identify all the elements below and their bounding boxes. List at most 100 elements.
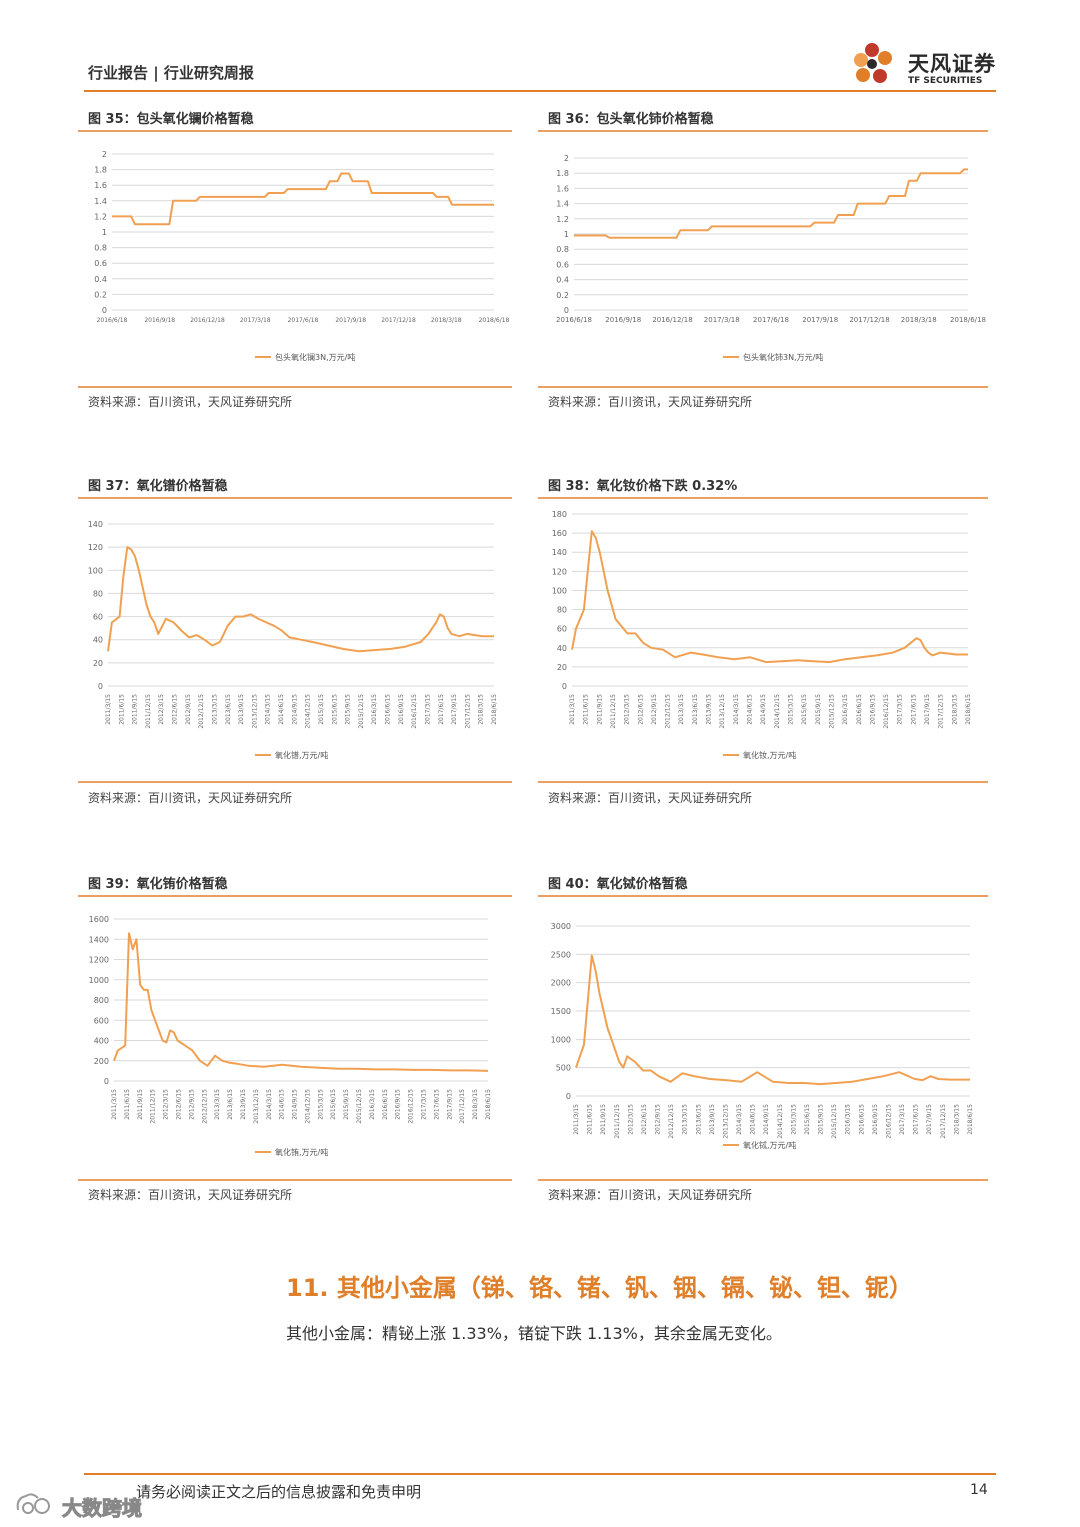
y-tick-label: 1 [102,228,107,237]
figure-35-top-rule [78,130,512,132]
x-tick-label: 2012/9/15 [185,694,192,725]
x-tick-label: 2018/6/18 [479,317,510,324]
y-tick-label: 20 [93,659,103,668]
legend-label: 氧化铽,万元/吨 [743,1140,796,1150]
x-tick-label: 2015/6/15 [804,1104,811,1135]
y-tick-label: 2500 [551,950,571,959]
figure-36-top-rule [538,130,988,132]
x-tick-label: 2014/3/15 [266,1089,273,1120]
legend-label: 氧化钕,万元/吨 [743,750,796,760]
legend-label: 包头氧化镧3N,万元/吨 [275,352,355,362]
x-tick-label: 2012/6/15 [637,694,644,725]
x-tick-label: 2015/3/15 [787,694,794,725]
series-line [575,954,970,1086]
x-tick-label: 2013/6/15 [695,1104,702,1135]
y-tick-label: 0.2 [94,290,107,299]
y-tick-label: 200 [94,1057,109,1066]
y-tick-label: 1.8 [94,166,107,175]
x-tick-label: 2013/12/15 [722,1104,729,1139]
x-tick-label: 2017/6/15 [438,694,445,725]
y-tick-label: 0 [98,682,103,691]
x-tick-label: 2011/12/15 [145,694,152,729]
series-line [571,530,968,664]
x-tick-label: 2015/12/15 [356,1089,363,1124]
x-tick-label: 2016/9/18 [144,317,175,324]
x-tick-label: 2012/3/15 [624,694,631,725]
x-tick-label: 2015/12/15 [358,694,365,729]
x-tick-label: 2016/9/15 [395,1089,402,1120]
x-tick-label: 2014/12/15 [777,1104,784,1139]
figure-40-source: 资料来源：百川资讯，天风证券研究所 [548,1188,753,1202]
x-tick-label: 2015/3/15 [317,1089,324,1120]
y-tick-label: 600 [94,1016,109,1025]
x-tick-label: 2011/3/15 [105,694,112,725]
y-tick-label: 140 [552,548,567,557]
y-tick-label: 1600 [89,915,109,924]
figure-36-title: 图 36：包头氧化铈价格暂稳 [548,112,714,127]
series-line [112,172,494,226]
x-tick-label: 2012/6/15 [175,1089,182,1120]
x-tick-label: 2013/3/15 [214,1089,221,1120]
x-tick-label: 2017/9/18 [802,316,838,324]
y-tick-label: 0 [564,306,569,315]
figure-40-bottom-rule [538,1179,988,1181]
x-tick-label: 2018/6/15 [485,1089,492,1120]
x-tick-label: 2017/3/15 [899,1104,906,1135]
x-tick-label: 2013/3/15 [211,694,218,725]
x-tick-label: 2017/12/15 [938,694,945,729]
legend-label: 包头氧化铈3N,万元/吨 [743,352,823,362]
x-tick-label: 2016/12/18 [190,317,225,324]
x-tick-label: 2012/9/15 [188,1089,195,1120]
figure-39-title: 图 39：氧化铕价格暂稳 [88,877,228,892]
figure-38-bottom-rule [538,781,988,783]
y-tick-label: 2000 [551,979,571,988]
x-tick-label: 2018/6/18 [950,316,986,324]
figure-39-chart: 0 200 400 600 800 1000 1200 1400 1600 2011/3/15 20… [78,905,512,1167]
x-tick-label: 2011/3/15 [111,1089,118,1120]
x-tick-label: 2013/9/15 [706,694,713,725]
x-tick-label: 2017/6/18 [753,316,789,324]
x-tick-label: 2017/3/15 [424,694,431,725]
y-tick-label: 0 [566,1092,571,1101]
x-tick-label: 2018/6/15 [491,694,498,725]
y-tick-label: 40 [93,636,103,645]
x-tick-label: 2015/6/15 [331,694,338,725]
figure-37-source: 资料来源：百川资讯，天风证券研究所 [88,791,293,805]
y-tick-label: 120 [552,567,567,576]
x-tick-label: 2014/9/15 [292,1089,299,1120]
figure-38-source: 资料来源：百川资讯，天风证券研究所 [548,791,753,805]
figure-40-title: 图 40：氧化铽价格暂稳 [548,877,688,892]
x-tick-label: 2017/9/15 [926,1104,933,1135]
x-tick-label: 2011/3/15 [573,1104,580,1135]
figure-35-source: 资料来源：百川资讯，天风证券研究所 [88,395,293,409]
x-tick-label: 2011/6/15 [124,1089,131,1120]
figure-35-title: 图 35：包头氧化镧价格暂稳 [88,112,254,127]
x-tick-label: 2015/9/15 [343,1089,350,1120]
y-tick-label: 140 [88,520,103,529]
y-tick-label: 0 [102,306,107,315]
x-tick-label: 2016/6/15 [858,1104,865,1135]
x-tick-label: 2017/9/15 [451,694,458,725]
x-tick-label: 2013/9/15 [238,694,245,725]
y-tick-label: 120 [88,543,103,552]
x-tick-label: 2016/3/15 [369,1089,376,1120]
x-tick-label: 2012/3/15 [158,694,165,725]
x-tick-label: 2018/3/15 [478,694,485,725]
y-tick-label: 80 [93,589,103,598]
x-tick-label: 2017/12/18 [381,317,416,324]
y-tick-label: 1 [564,230,569,239]
footer-divider [84,1473,996,1475]
x-tick-label: 2014/9/15 [291,694,298,725]
figure-35-bottom-rule [78,386,512,388]
x-tick-label: 2011/12/15 [614,1104,621,1139]
x-tick-label: 2015/6/15 [330,1089,337,1120]
x-tick-label: 2015/9/15 [815,694,822,725]
y-tick-label: 100 [552,586,567,595]
y-tick-label: 0.8 [556,245,569,254]
x-tick-label: 2012/6/15 [641,1104,648,1135]
figure-35-chart: 0 0.2 0.4 0.6 0.8 1 1.2 1.4 1.6 1.8 2 2016/6/18 2016… [78,140,512,372]
x-tick-label: 2011/9/15 [132,694,139,725]
x-tick-label: 2018/3/15 [951,694,958,725]
x-tick-label: 2018/3/15 [953,1104,960,1135]
x-tick-label: 2017/12/18 [849,316,889,324]
